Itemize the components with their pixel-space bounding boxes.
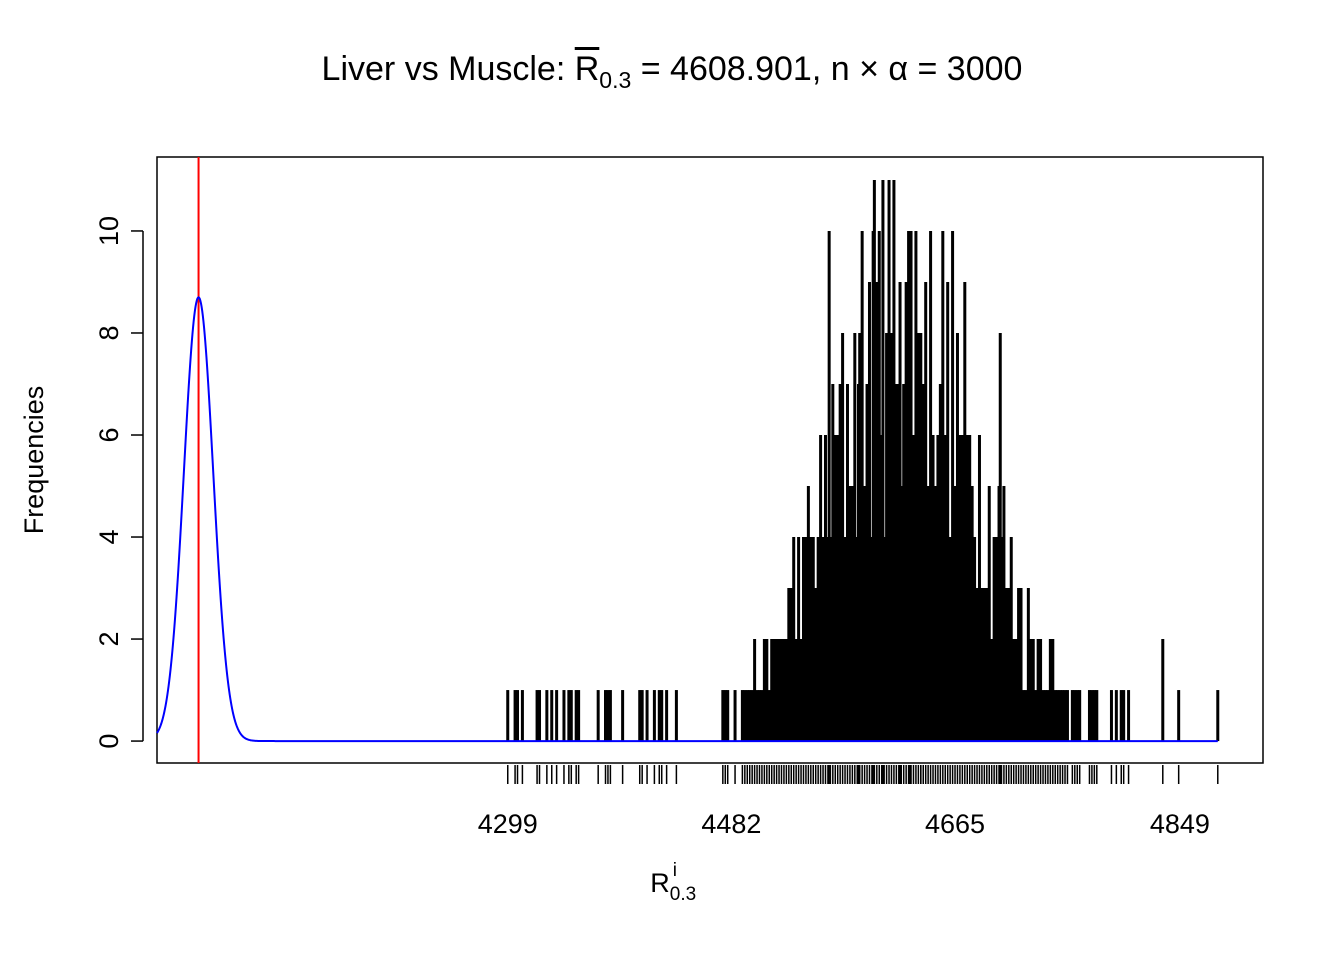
plot-frame [156,156,1264,764]
title-stat-value: = 4608.901, n [631,50,850,88]
x-axis: 4299 4482 4665 4849 [478,809,1210,839]
frequency-spikes [506,179,1220,742]
x-axis-label-subscript: 0.3 [669,884,697,905]
x-tick-label: 4299 [478,809,538,839]
y-axis: 0 2 4 6 8 10 [94,216,144,749]
title-alpha: α [888,50,909,88]
x-tick-label: 4849 [1150,809,1210,839]
x-axis-label-symbol: R [650,868,670,898]
title-stat-symbol: R [574,50,600,88]
y-tick-label: 10 [94,216,124,246]
rug-marks [506,765,1219,784]
x-axis-label-superscript: i [672,860,677,881]
title-times: × [849,50,889,88]
y-tick-label: 0 [94,734,124,749]
title-suffix: = 3000 [908,50,1023,88]
x-tick-label: 4482 [701,809,761,839]
chart-title: Liver vs Muscle: R0.3 = 4608.901, n × α … [0,50,1344,94]
x-tick-label: 4665 [925,809,985,839]
title-stat-subscript: 0.3 [599,67,632,93]
title-prefix: Liver vs Muscle: [321,50,575,88]
density-curve [156,296,1218,743]
y-tick-label: 4 [94,530,124,545]
y-tick-label: 6 [94,427,124,442]
y-tick-label: 8 [94,325,124,340]
y-axis-label: Frequencies [19,386,49,535]
y-tick-label: 2 [94,632,124,647]
